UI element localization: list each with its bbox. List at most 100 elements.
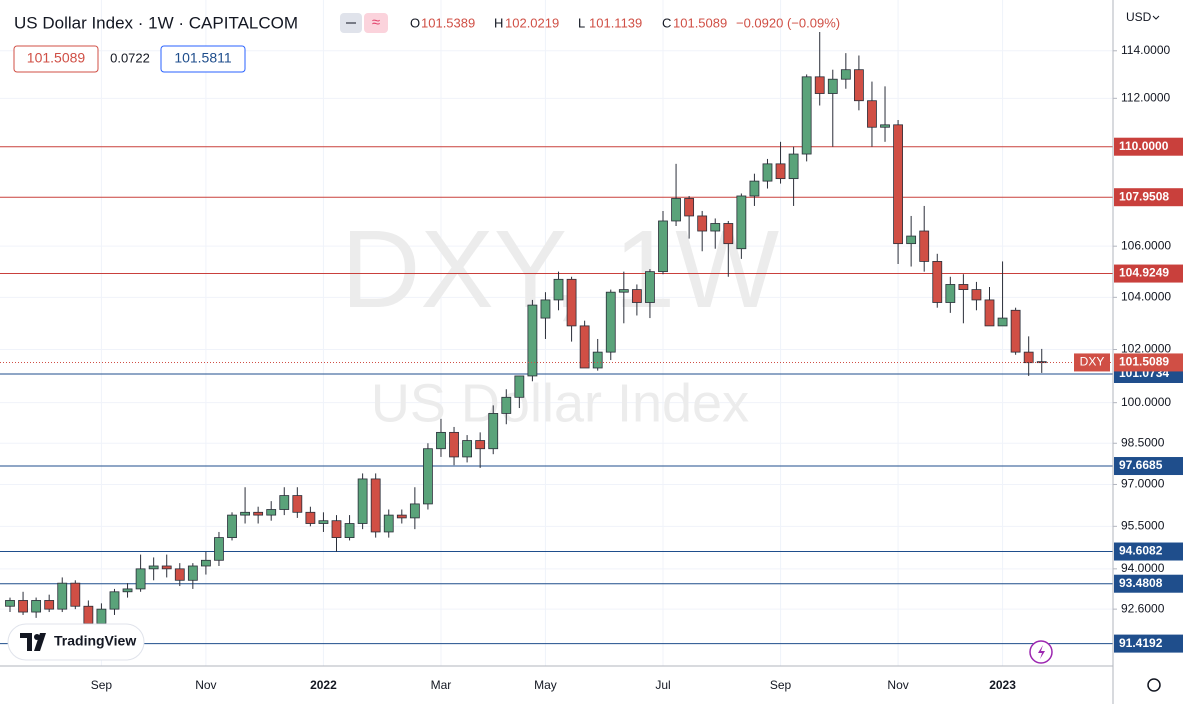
candle-body — [122, 588, 133, 593]
x-tick-label: 2022 — [310, 678, 337, 692]
ohlc-key: C — [662, 15, 671, 30]
level-label-box — [1114, 574, 1183, 593]
candle-body — [801, 76, 812, 155]
candle-body — [253, 511, 264, 516]
candle-body — [318, 520, 329, 524]
level-label: 110.0000 — [1119, 139, 1169, 153]
y-tick-label: 95.5000 — [1121, 518, 1165, 532]
buy-button[interactable] — [160, 45, 246, 73]
candle-body — [44, 600, 55, 610]
candle-body — [57, 582, 68, 610]
x-tick-label: Nov — [887, 678, 908, 692]
x-tick-label: 2023 — [989, 678, 1016, 692]
candle-body — [997, 317, 1008, 327]
candle-body — [383, 514, 394, 533]
candle-body — [932, 261, 943, 303]
candle-body — [200, 559, 211, 567]
level-label-box — [1114, 457, 1183, 476]
candle-body — [854, 69, 864, 102]
candle-body — [1023, 351, 1034, 364]
candle-body — [370, 478, 381, 533]
candle-body — [148, 565, 159, 570]
candle-body — [96, 608, 107, 625]
candle-body — [187, 565, 198, 581]
candle-body — [527, 304, 538, 377]
candle-body — [396, 514, 407, 519]
watermark-sub: US Dollar Index — [371, 373, 749, 433]
y-tick-label: 112.0000 — [1121, 90, 1170, 104]
y-tick-label: 100.0000 — [1121, 395, 1171, 409]
candle-body — [305, 511, 316, 524]
candle-body — [266, 509, 277, 516]
last-price-label: 101.5089 — [1119, 355, 1169, 369]
level-label-box — [1114, 264, 1183, 283]
y-tick-label: 102.0000 — [1121, 342, 1171, 356]
candle-body — [566, 278, 577, 327]
candle-body — [449, 431, 459, 458]
candle-body — [579, 325, 590, 369]
candle-body — [1010, 309, 1021, 353]
candle-body — [671, 198, 681, 222]
candle-body — [827, 78, 838, 94]
candle-body — [592, 351, 603, 369]
y-tick-label: 97.0000 — [1121, 477, 1165, 491]
candle-body — [462, 440, 473, 458]
sell-button[interactable] — [13, 45, 99, 73]
candle-body — [344, 523, 355, 538]
brand-name: TradingView — [54, 633, 136, 649]
candle-body — [906, 235, 917, 245]
level-label-box — [1114, 542, 1183, 561]
candle-body — [83, 605, 94, 625]
candle-body — [357, 478, 368, 524]
candle-body — [919, 230, 930, 262]
candle-body — [240, 511, 250, 516]
y-tick-label: 94.0000 — [1121, 561, 1165, 575]
candle-body — [514, 375, 525, 398]
title: US Dollar Index · 1W · CAPITALCOM — [14, 13, 298, 32]
candle-body — [279, 495, 290, 510]
candle-body — [174, 568, 185, 581]
last-price-box — [1114, 353, 1183, 372]
sell-price: 101.5089 — [27, 50, 86, 66]
candle-body — [331, 520, 342, 538]
candle-body — [645, 271, 655, 303]
candle-body — [867, 100, 877, 128]
candle-body — [710, 223, 721, 232]
candle-body — [697, 215, 708, 232]
candle-body — [161, 565, 172, 570]
candle-body — [488, 413, 499, 450]
ohlc-value: 101.5389 — [421, 15, 475, 30]
candle-body — [736, 195, 747, 250]
x-tick-label: Sep — [91, 678, 113, 692]
candle-body — [475, 440, 486, 450]
candle-body — [70, 582, 81, 607]
y-tick-label: 104.0000 — [1121, 290, 1171, 304]
last-name-box — [1074, 353, 1110, 372]
candle-body — [227, 514, 237, 538]
ohlc-value: 101.1139 — [589, 15, 642, 30]
candle-body — [958, 284, 969, 291]
candle-body — [109, 591, 120, 610]
y-tick-label: 106.0000 — [1121, 238, 1171, 252]
level-label-box — [1114, 188, 1183, 207]
ohlc-key: O — [410, 15, 420, 30]
y-tick-label: 98.5000 — [1121, 435, 1165, 449]
ohlc-key: H — [494, 15, 503, 30]
currency[interactable]: USD — [1126, 10, 1152, 24]
settings-icon[interactable] — [1147, 678, 1161, 692]
ohlc-key: L — [578, 15, 585, 30]
candle-body — [658, 220, 668, 273]
toggle[interactable] — [364, 13, 388, 33]
candle-body — [893, 124, 903, 245]
level-label: 93.4808 — [1119, 576, 1163, 590]
candle-body — [775, 163, 786, 180]
y-tick-label: 92.6000 — [1121, 601, 1165, 615]
ohlc-value: 101.5089 — [673, 15, 727, 30]
level-label-box — [1114, 634, 1183, 653]
candle-body — [409, 503, 420, 519]
candle-body — [553, 278, 564, 301]
level-label: 91.4192 — [1119, 636, 1163, 650]
candle-body — [18, 600, 28, 613]
